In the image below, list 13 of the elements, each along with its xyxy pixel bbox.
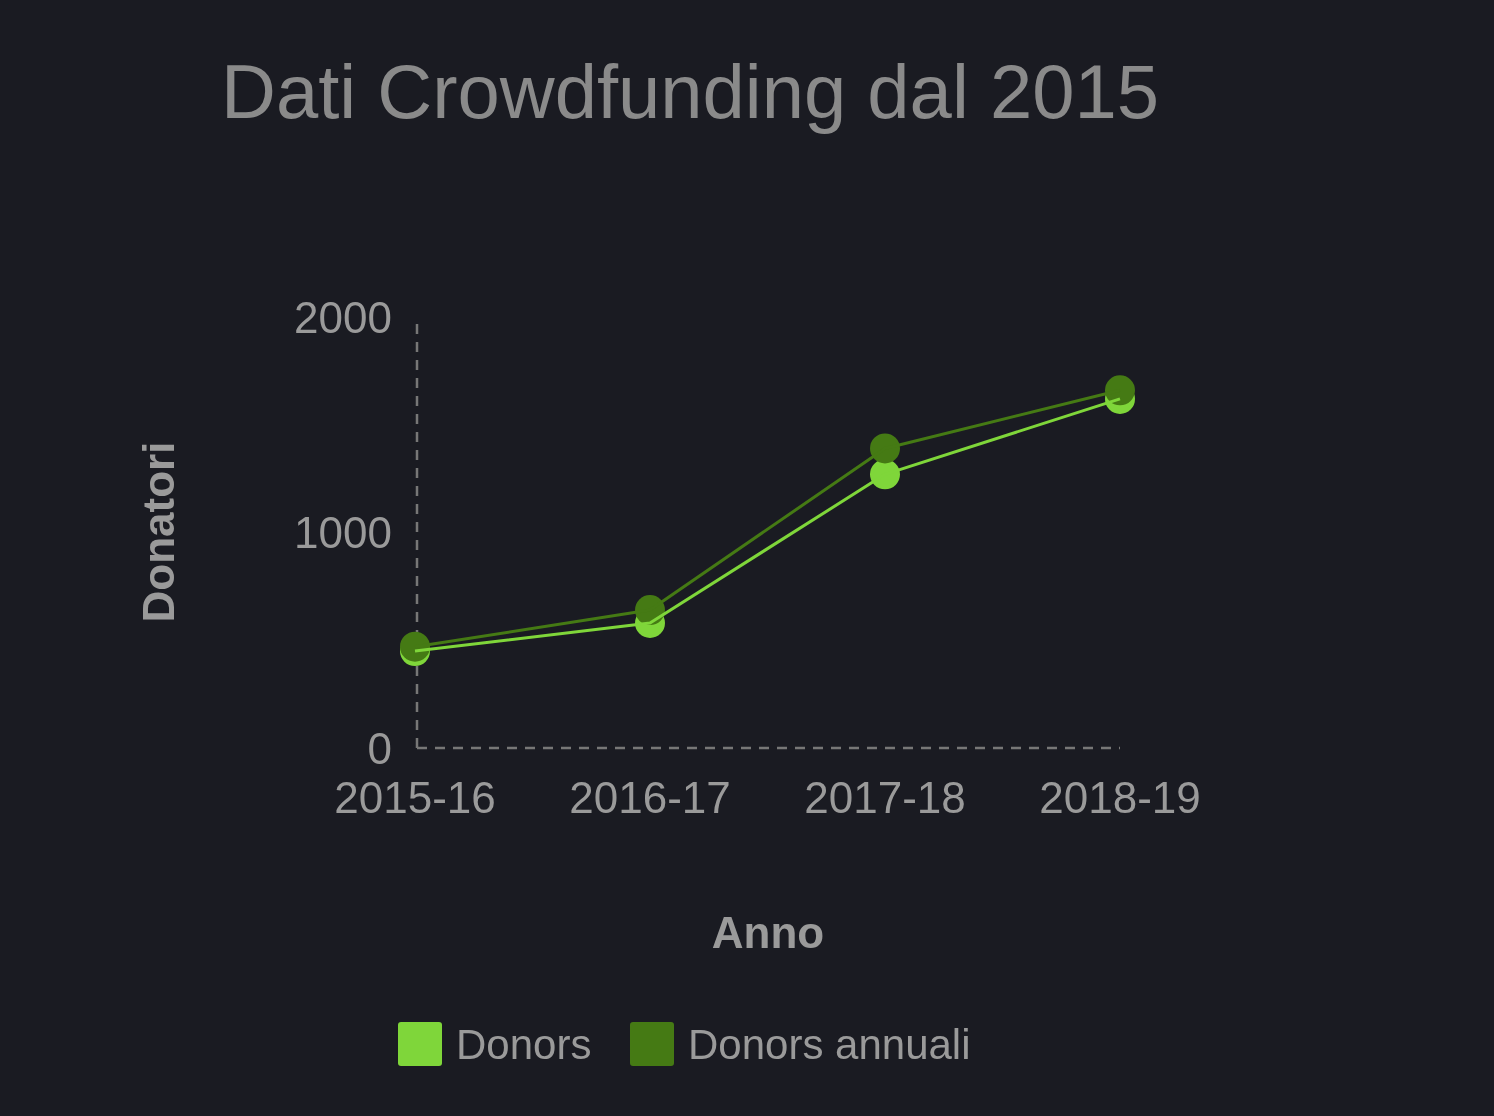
x-axis-title: Anno <box>711 907 825 957</box>
x-tick-label: 2018-19 <box>1039 772 1201 822</box>
y-axis-title: Donatori <box>133 441 183 623</box>
y-tick-label: 0 <box>367 723 392 773</box>
x-tick-label: 2016-17 <box>569 772 731 822</box>
point <box>1105 375 1135 406</box>
legend-label: Donors annuali <box>688 1020 971 1068</box>
x-tick-label: 2015-16 <box>334 772 496 822</box>
legend-label: Donors <box>456 1020 592 1068</box>
chart-title: Dati Crowdfunding dal 2015 <box>221 49 1159 134</box>
y-tick-label: 2000 <box>294 292 392 342</box>
y-tick-label: 1000 <box>294 508 392 557</box>
x-tick-label: 2017-18 <box>804 772 966 822</box>
